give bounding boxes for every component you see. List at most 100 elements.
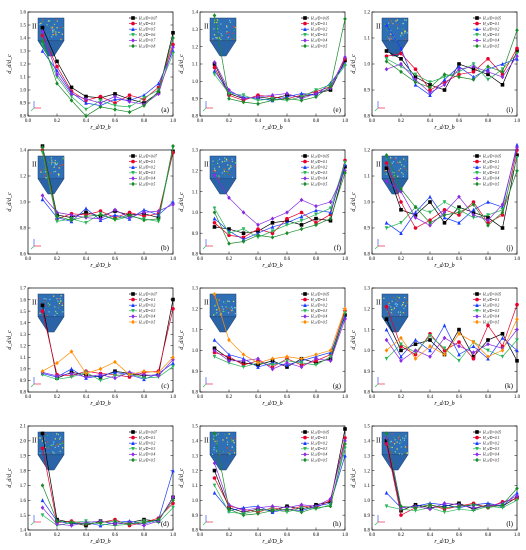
particle [233,442,235,444]
x-tick-label: 0.4 [255,533,262,538]
axis-triad-icon [202,521,207,526]
x-tick-label: 0.6 [112,257,119,262]
particle [55,164,58,166]
data-point [40,197,45,202]
y-tick-label: 1.1 [20,76,27,81]
data-point [55,214,59,219]
particle [394,443,396,445]
particle [387,22,390,24]
data-point [299,361,304,365]
vessel-body [37,155,65,180]
data-point [212,460,217,466]
vessel-illustration: II [204,155,237,195]
legend-entry: H_s/D=0.4 [138,315,156,319]
particle [228,168,230,171]
data-point [142,218,146,223]
particle [216,19,219,21]
data-point [486,77,490,82]
data-point [98,104,103,110]
legend-marker [303,16,307,20]
particle [216,37,218,39]
y-tick-label: 1.2 [192,170,199,175]
legend-entry: H_s/D=0.2 [310,442,328,446]
y-tick-label: 0.9 [364,370,371,375]
data-point [69,212,74,218]
particle [397,175,399,177]
y-tick-label: 1.2 [20,63,27,68]
data-point [171,505,175,510]
data-point [486,213,490,218]
y-tick-label: 0.9 [364,227,371,232]
legend-marker [303,457,307,463]
series-line [42,485,174,525]
data-point [314,352,318,357]
data-point [515,490,519,495]
y-tick-label: 0.8 [192,253,199,258]
particle [62,440,64,442]
particle [223,170,225,172]
y-tick-label: 0.9 [192,232,199,237]
particle [225,25,228,27]
data-point [40,372,45,377]
legend-entry: H_s/D=0.1 [310,22,328,26]
legend-marker [131,171,135,175]
legend-marker [303,309,307,313]
legend-marker [131,159,135,164]
particle [232,300,235,303]
x-tick-label: 1.0 [342,533,349,538]
particle [59,301,61,303]
particle [215,298,218,300]
data-point [270,235,275,240]
data-point [84,100,88,105]
x-tick-label: 0.8 [313,257,320,262]
particle [229,173,231,176]
particle [42,171,44,173]
x-axis-label: r_d/D_b [262,125,282,131]
data-point [212,354,217,359]
data-point [241,505,246,510]
data-point [328,358,333,363]
y-tick-label: 2.1 [20,425,27,430]
particle [56,163,58,165]
particle [406,452,408,454]
data-point [171,297,175,302]
particle [393,176,395,179]
data-point [256,101,260,107]
particle [404,32,406,34]
particle [403,167,406,170]
y-tick-label: 0.8 [364,391,371,396]
legend-marker [475,171,479,175]
particle [230,38,232,40]
particle [61,304,63,306]
legend-entry: H_s/D=0.07 [138,292,157,296]
data-point [142,376,146,381]
data-point [384,57,389,61]
data-point [457,210,461,215]
particle [61,33,63,35]
data-point [314,361,318,365]
data-point [171,42,175,47]
data-point [399,46,403,51]
x-tick-label: 0.4 [255,395,262,400]
particle [393,436,395,438]
particle [396,448,398,450]
data-point [413,213,418,217]
data-point [241,356,246,361]
data-point [442,200,447,205]
plot-frame [199,287,346,393]
x-tick-label: 0.4 [255,257,262,262]
legend-marker [303,435,307,440]
particle [39,437,41,439]
legend-entry: H_s/D=0.8 [138,44,156,48]
legend-marker [475,314,479,319]
y-tick-label: 1.4 [20,37,27,42]
data-point [127,93,132,97]
particle [399,442,401,444]
particle [212,38,214,40]
series-line [386,499,518,513]
data-point [384,153,389,158]
axis-triad-icon [202,245,207,250]
series-line [214,316,346,368]
particle [404,31,406,33]
y-tick-label: 0.9 [192,370,199,375]
